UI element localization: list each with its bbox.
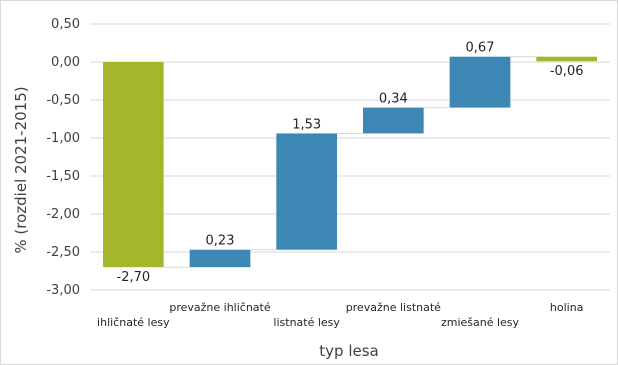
data-label: 0,23 xyxy=(206,234,235,249)
y-tick-label: -3,00 xyxy=(46,283,80,298)
x-tick-label: prevažne ihličnaté xyxy=(169,301,271,314)
y-tick-label: -2,00 xyxy=(46,207,80,222)
y-tick-label: -1,00 xyxy=(46,131,80,146)
data-label: -0,06 xyxy=(550,64,584,79)
data-labels: -2,70 0,23 1,53 0,34 0,67 -0,06 xyxy=(117,41,584,286)
connector-lines xyxy=(163,56,537,268)
y-axis-title: % (rozdiel 2021-2015) xyxy=(12,86,30,253)
x-tick-label: prevažne listnaté xyxy=(346,301,441,314)
y-tick-label: -1,50 xyxy=(46,169,80,184)
y-tick-label: -2,50 xyxy=(46,245,80,260)
data-label: -2,70 xyxy=(117,270,151,285)
gridlines xyxy=(90,23,610,291)
bars xyxy=(103,56,597,268)
y-axis-ticks: 0,50 0,00 -0,50 -1,00 -1,50 -2,00 -2,50 -3,00 xyxy=(46,17,80,298)
category-labels: ihličnaté lesy prevažne ihličnatélistnaté… xyxy=(97,301,583,329)
bar xyxy=(103,62,164,268)
x-axis-title: typ lesa xyxy=(319,342,378,360)
bar xyxy=(189,249,251,268)
bar xyxy=(449,56,511,108)
bar xyxy=(276,133,337,250)
x-tick-label: zmiešané lesy xyxy=(441,316,520,329)
x-tick-label: holina xyxy=(550,301,584,314)
data-label: 0,34 xyxy=(379,92,408,107)
bar xyxy=(363,107,424,134)
x-tick-label: ihličnaté lesy xyxy=(97,316,170,329)
data-label: 0,67 xyxy=(466,41,495,56)
y-tick-label: -0,50 xyxy=(46,93,80,108)
data-label: 1,53 xyxy=(292,117,321,132)
bar xyxy=(536,56,597,62)
y-tick-label: 0,00 xyxy=(51,55,80,70)
y-tick-label: 0,50 xyxy=(51,17,80,32)
x-tick-label: listnaté lesy xyxy=(273,316,340,329)
